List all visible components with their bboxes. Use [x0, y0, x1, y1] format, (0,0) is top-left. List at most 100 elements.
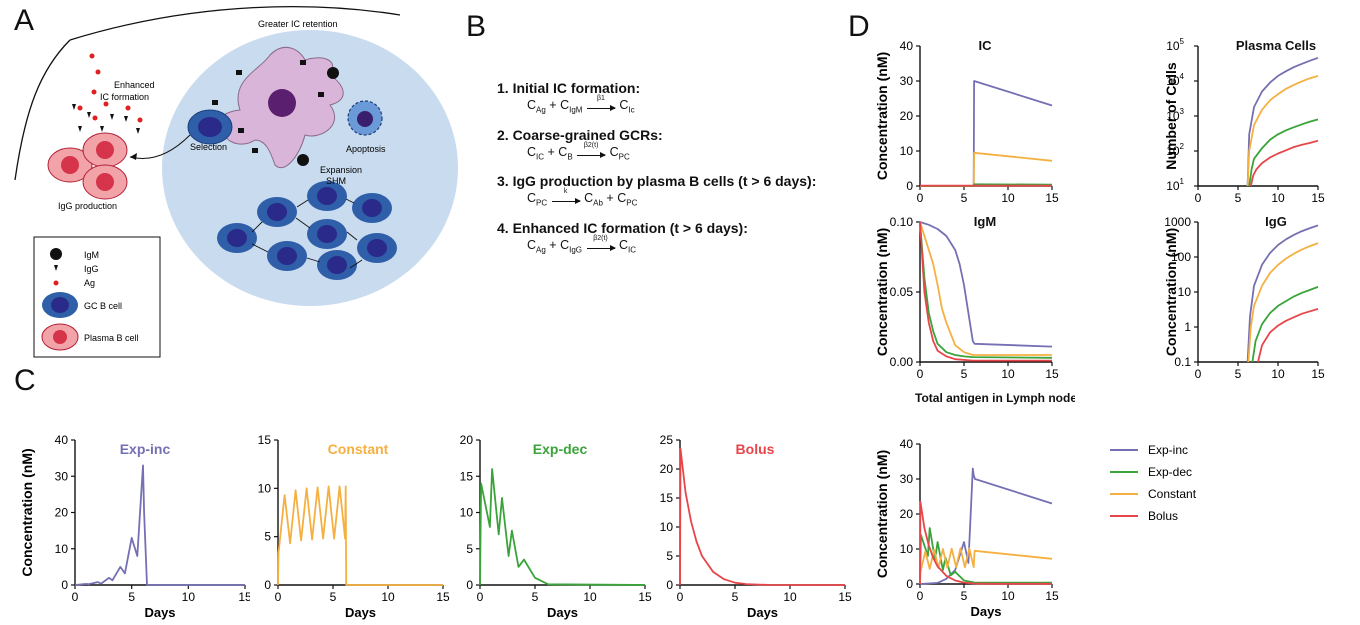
y-tick-label: 5 — [666, 549, 673, 563]
y-tick-label: 10 — [55, 542, 69, 556]
x-tick-label: 15 — [238, 590, 250, 604]
series-line-1 — [919, 527, 1052, 585]
x-tick-label: 10 — [1001, 191, 1015, 205]
y-tick-label: 30 — [900, 472, 914, 486]
x-tick-label: 15 — [1311, 367, 1325, 381]
y-tick-label: 10 — [900, 542, 914, 556]
legend-label: Exp-inc — [1148, 443, 1188, 457]
x-tick-label: 10 — [182, 590, 196, 604]
eq-term: C — [558, 144, 568, 159]
equation-4: 4. Enhanced IC formation (t > 6 days): C… — [497, 220, 847, 255]
x-tick-label: 5 — [1235, 191, 1242, 205]
chart-title: IC — [979, 38, 993, 53]
x-tick-label: 10 — [1271, 367, 1285, 381]
y-tick-label: 104 — [1166, 72, 1184, 88]
equation-heading: 4. Enhanced IC formation (t > 6 days): — [497, 219, 748, 236]
x-tick-label: 0 — [917, 367, 924, 381]
rate-constant: β2(t) — [593, 234, 608, 242]
eq-term: C — [618, 237, 629, 252]
ag-icon — [53, 280, 59, 286]
chart-plasma-cells: 0 5 10 15 101 102 103 104 105 Number of Cells Plas… — [1163, 37, 1325, 205]
y-tick-label: 10 — [660, 520, 674, 534]
y-tick-label: 20 — [900, 507, 914, 521]
y-tick-label: 0 — [466, 578, 473, 592]
y-tick-label: 1 — [1184, 320, 1191, 334]
chart-bolus: 0 5 10 15 0 5 10 15 20 25 Days Bolus — [660, 433, 852, 620]
y-tick-label: 101 — [1166, 177, 1184, 193]
eq-sub: PC — [536, 198, 548, 208]
x-tick-label: 15 — [1311, 191, 1325, 205]
legend-ag: Ag — [84, 278, 95, 288]
x-axis-label: Days — [144, 605, 175, 620]
chart-exp-inc: 0 5 10 15 0 10 20 30 40 Concentration (nM) Days Exp… — [20, 433, 250, 620]
y-tick-label: 10 — [460, 506, 474, 520]
series-line-1 — [1247, 242, 1319, 363]
igg-molecules — [72, 104, 140, 134]
eq-term: C — [617, 191, 627, 205]
label-selection: Selection — [190, 142, 227, 152]
y-tick-label: 10 — [900, 144, 914, 158]
y-tick-label: 20 — [660, 462, 674, 476]
series-line-0 — [74, 464, 245, 586]
y-tick-label: 0.10 — [890, 215, 914, 229]
y-tick-label: 15 — [460, 469, 474, 483]
legend-plasma-b-cell: Plasma B cell — [84, 333, 139, 343]
eq-term: C — [527, 237, 537, 252]
y-tick-label: 10 — [1178, 285, 1192, 299]
selection-gc-nucleus — [198, 117, 222, 137]
panel-letter-c: C — [14, 364, 36, 397]
series-line-0 — [1246, 224, 1319, 363]
legend-label: Exp-dec — [1148, 465, 1192, 479]
gc-b-cells — [217, 181, 397, 280]
series-line-0 — [919, 221, 1053, 348]
eq-sub: IC — [628, 245, 637, 254]
label-apoptosis: Apoptosis — [346, 144, 386, 154]
chart-constant: 0 5 10 15 0 5 10 15 Days Constant — [258, 433, 450, 620]
x-tick-label: 10 — [1271, 191, 1285, 205]
x-tick-label: 0 — [1195, 191, 1202, 205]
eq-term: C — [560, 98, 570, 112]
legend-label: Constant — [1148, 487, 1197, 501]
y-tick-label: 0 — [264, 578, 271, 592]
legend-gc-b-cell: GC B cell — [84, 301, 122, 311]
equation-heading: 2. Coarse-grained GCRs: — [497, 126, 663, 143]
y-tick-label: 20 — [900, 109, 914, 123]
y-tick-label: 0.05 — [890, 285, 914, 299]
chart-title: Total antigen in Lymph node — [915, 391, 1075, 405]
y-tick-label: 100 — [1171, 250, 1191, 264]
eq-sub: B — [567, 152, 573, 161]
y-axis-label: Concentration (nM) — [875, 52, 890, 180]
label-expansion: Expansion — [320, 165, 362, 175]
eq-sub: Ab — [593, 198, 603, 208]
chart-title: IgG — [1265, 214, 1287, 229]
series-line-0 — [1246, 56, 1319, 187]
legend-igm: IgM — [84, 250, 99, 260]
x-tick-label: 15 — [1045, 191, 1059, 205]
y-tick-label: 40 — [900, 39, 914, 53]
dc-bound-ic — [212, 60, 339, 166]
series-line-3 — [1249, 139, 1319, 187]
series-line-2 — [919, 547, 1053, 585]
series-line-2 — [919, 221, 1053, 359]
y-tick-label: 102 — [1166, 142, 1184, 158]
x-tick-label: 0 — [677, 590, 684, 604]
series-line-0 — [920, 80, 1053, 187]
equation-3: 3. IgG production by plasma B cells (t >… — [497, 173, 847, 208]
y-tick-label: 25 — [660, 433, 674, 447]
eq-sub: IgM — [569, 105, 583, 115]
chart-exp-dec: 0 5 10 15 0 5 10 15 20 Days Exp-dec — [460, 433, 652, 620]
x-tick-label: 5 — [961, 589, 968, 603]
rate-constant: β1 — [596, 95, 605, 102]
series-line-3 — [919, 500, 1052, 585]
eq-term: C — [527, 144, 537, 159]
label-enhanced-ic-2: IC formation — [100, 92, 149, 102]
y-tick-label: 103 — [1166, 107, 1184, 123]
x-tick-label: 5 — [732, 590, 739, 604]
x-tick-label: 10 — [1001, 367, 1015, 381]
reaction-arrow: β2(t) — [577, 142, 607, 158]
equation-heading: 3. IgG production by plasma B cells (t >… — [497, 173, 817, 189]
x-tick-label: 10 — [381, 590, 395, 604]
label-enhanced-ic-1: Enhanced — [114, 80, 155, 90]
antigen-dots — [77, 53, 143, 123]
y-tick-label: 40 — [55, 433, 69, 447]
